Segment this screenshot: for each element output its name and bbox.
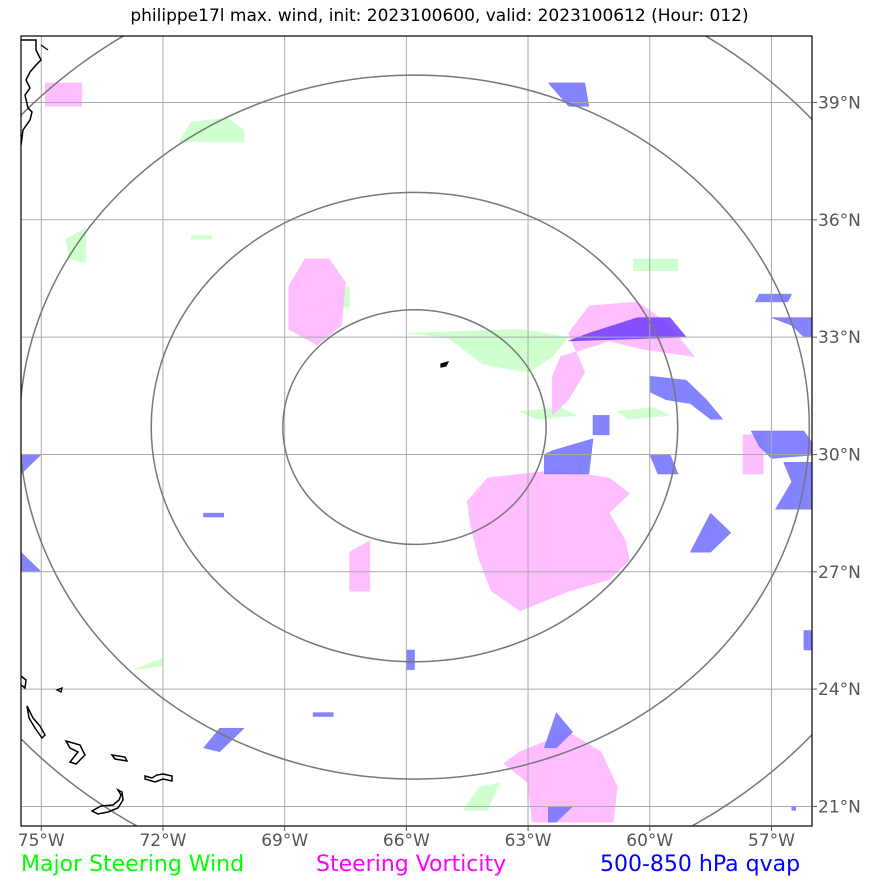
qvap-patch — [592, 415, 610, 436]
lon-tick-label: 72°W — [139, 831, 186, 851]
lat-tick-label: 39°N — [818, 93, 861, 113]
lat-tick-label: 36°N — [818, 211, 861, 231]
lon-tick-label: 75°W — [18, 831, 65, 851]
legend-qvap: 500-850 hPa qvap — [600, 852, 801, 877]
qvap-patch — [689, 512, 732, 553]
wind-patch — [518, 407, 578, 420]
qvap-patch — [750, 430, 812, 459]
legend-vorticity: Steering Vorticity — [316, 852, 507, 877]
vorticity-patch — [349, 540, 371, 592]
qvap-patch — [649, 375, 724, 420]
vorticity-patch — [45, 82, 83, 107]
qvap-patch — [791, 806, 797, 811]
qvap-patch — [803, 630, 812, 651]
wind-patch — [462, 782, 501, 811]
range-ring — [21, 74, 810, 780]
qvap-patch — [312, 712, 334, 717]
lat-tick-label: 21°N — [818, 797, 861, 817]
qvap-patch — [754, 293, 793, 303]
legend-wind: Major Steering Wind — [21, 852, 245, 877]
wind-patch — [178, 117, 245, 142]
wind-patch — [633, 258, 679, 271]
map-frame — [20, 35, 813, 827]
coastline — [21, 39, 450, 815]
qvap-patch — [203, 512, 225, 518]
lon-tick-label: 69°W — [261, 831, 308, 851]
qvap-patch — [203, 727, 245, 752]
map-title: philippe17l max. wind, init: 2023100600,… — [130, 6, 749, 26]
lat-tick-label: 24°N — [818, 680, 861, 700]
wind-patch — [616, 407, 671, 420]
vorticity-patch — [288, 258, 346, 346]
qvap-patch — [544, 438, 594, 475]
lat-tick-label: 27°N — [818, 563, 861, 583]
lon-tick-label: 63°W — [505, 831, 552, 851]
wind-patch — [191, 235, 212, 240]
range-ring — [150, 191, 679, 663]
qvap-patch — [547, 82, 590, 107]
lon-tick-label: 66°W — [383, 831, 430, 851]
lat-tick-label: 33°N — [818, 328, 861, 348]
qvap-patch — [543, 712, 574, 749]
plot-area — [21, 36, 812, 826]
lat-tick-label: 30°N — [818, 445, 861, 465]
vorticity-patch — [503, 731, 618, 823]
lon-tick-label: 57°W — [748, 831, 795, 851]
range-ring — [282, 309, 547, 546]
lon-tick-label: 60°W — [626, 831, 673, 851]
vorticity-patch — [466, 469, 630, 612]
qvap-patch — [406, 649, 415, 670]
